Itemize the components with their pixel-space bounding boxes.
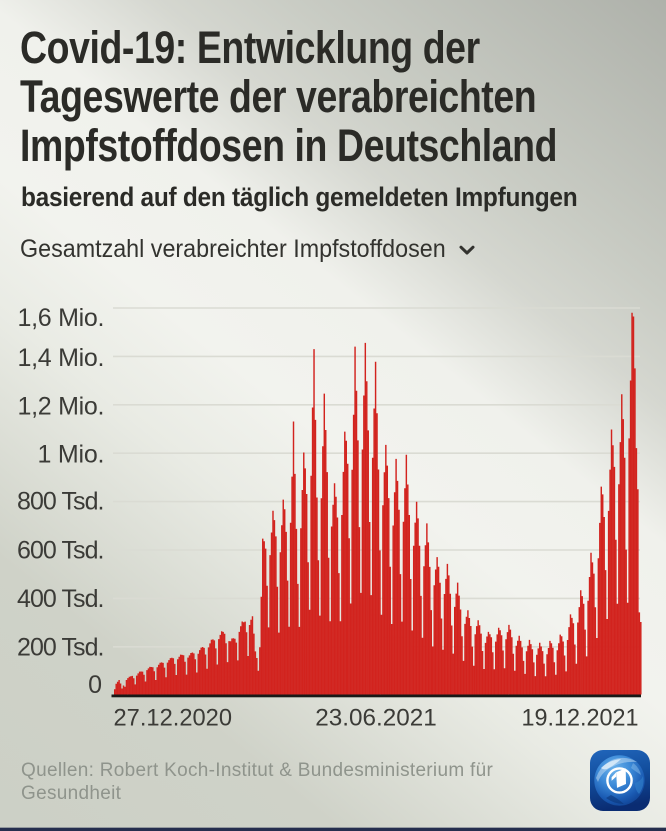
svg-text:1,6 Mio.: 1,6 Mio. (18, 304, 105, 332)
svg-text:27.12.2020: 27.12.2020 (114, 705, 233, 732)
svg-text:23.06.2021: 23.06.2021 (315, 705, 437, 732)
svg-text:0: 0 (88, 671, 102, 699)
svg-text:800 Tsd.: 800 Tsd. (17, 488, 105, 516)
svg-text:200 Tsd.: 200 Tsd. (17, 633, 105, 661)
svg-text:1,2 Mio.: 1,2 Mio. (18, 392, 105, 420)
svg-text:600 Tsd.: 600 Tsd. (17, 537, 105, 565)
svg-text:19.12.2021: 19.12.2021 (522, 705, 639, 732)
svg-text:1,4 Mio.: 1,4 Mio. (18, 344, 105, 372)
svg-text:400 Tsd.: 400 Tsd. (17, 585, 105, 613)
svg-text:1 Mio.: 1 Mio. (38, 440, 105, 468)
